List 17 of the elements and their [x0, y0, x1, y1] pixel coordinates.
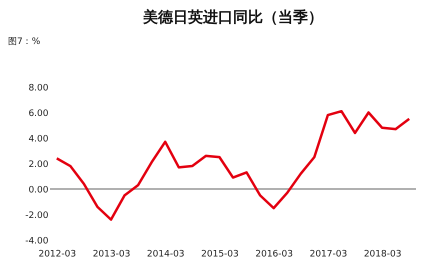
caption: 图7：%	[8, 37, 41, 47]
x-tick-label: 2018-03	[364, 250, 402, 260]
y-tick-label: 6.00	[28, 109, 49, 119]
y-tick-label: 4.00	[28, 134, 49, 144]
x-tick-label: 2013-03	[92, 250, 130, 260]
line-series	[56, 110, 410, 221]
y-tick-label: -4.00	[25, 236, 49, 246]
x-tick-label: 2012-03	[38, 250, 76, 260]
y-tick-label: 2.00	[28, 160, 49, 170]
x-tick-label: 2015-03	[201, 250, 239, 260]
y-tick-label: 8.00	[28, 84, 49, 94]
y-tick-label: 0.00	[28, 186, 49, 196]
y-tick-label: -2.00	[25, 211, 49, 221]
x-tick-label: 2017-03	[310, 250, 348, 260]
x-tick-label: 2016-03	[255, 250, 293, 260]
x-tick-label: 2014-03	[146, 250, 185, 260]
chart-title: 美德日英进口同比（当季）	[142, 8, 323, 26]
